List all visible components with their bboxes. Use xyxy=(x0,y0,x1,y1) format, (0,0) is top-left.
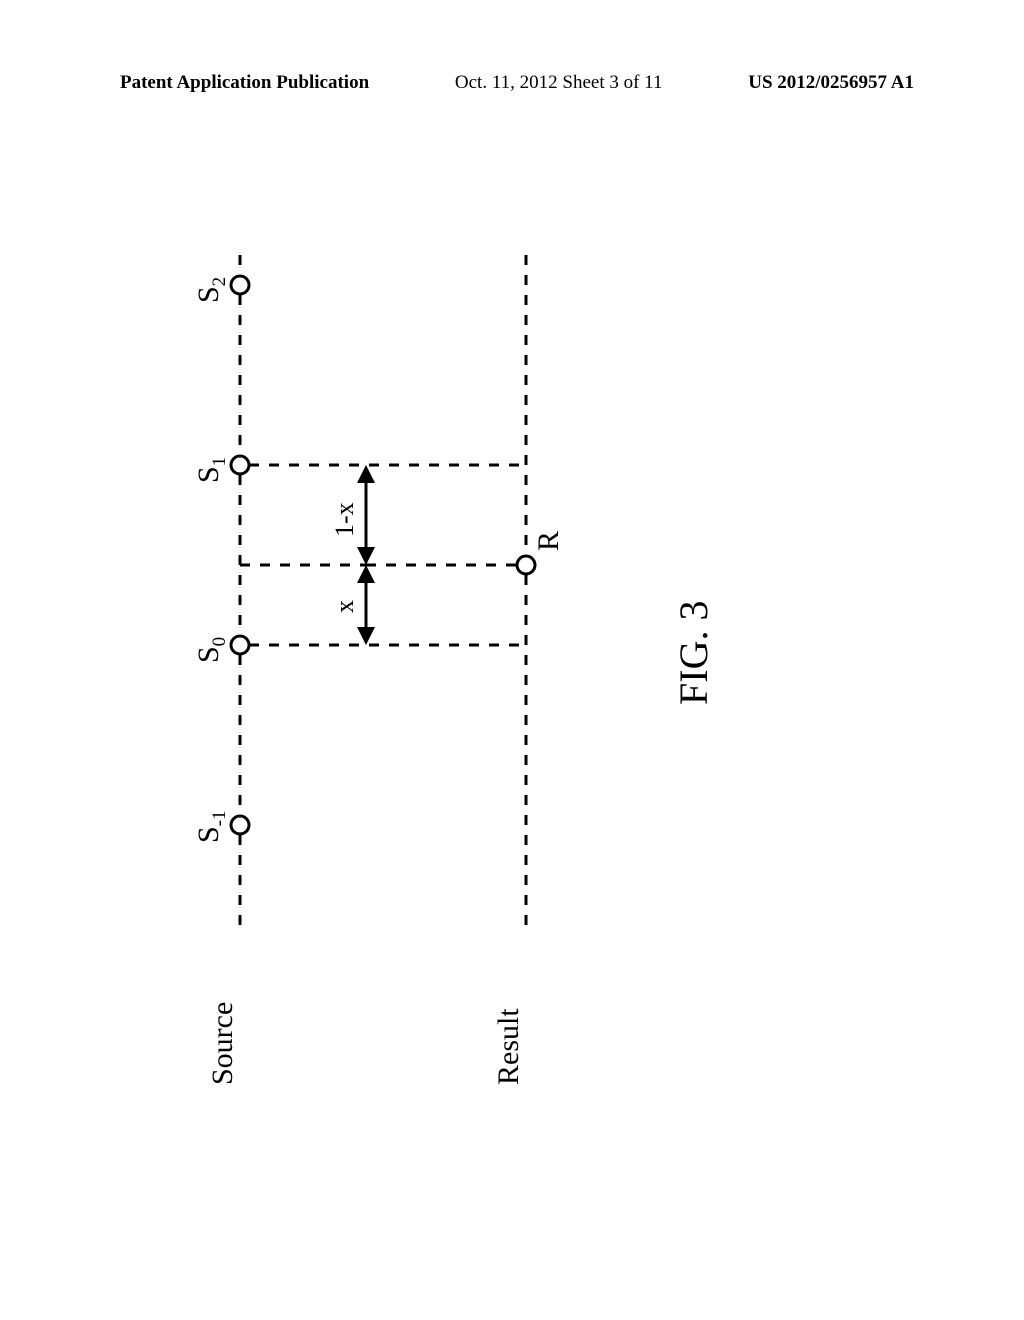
source-point-label: S2 xyxy=(192,277,231,303)
label-main: S xyxy=(192,286,225,303)
figure-area: Source Result FIG. 3 S-1S0S1S2x1-xR xyxy=(120,160,900,1110)
header-right: US 2012/0256957 A1 xyxy=(748,72,914,94)
one-minus-x-label: 1-x xyxy=(330,502,360,537)
label-main: S xyxy=(192,646,225,663)
figure-svg xyxy=(150,185,870,1085)
label-sub: 1 xyxy=(209,457,230,467)
label-sub: 0 xyxy=(209,637,230,647)
label-sub: -1 xyxy=(209,810,230,826)
label-sub: 2 xyxy=(209,277,230,287)
label-main: S xyxy=(192,826,225,843)
result-row-label: Result xyxy=(492,1008,526,1085)
source-row-label: Source xyxy=(206,1002,240,1085)
header-left: Patent Application Publication xyxy=(120,72,369,94)
result-point-label: R xyxy=(532,531,566,551)
source-point-label: S0 xyxy=(192,637,231,663)
x-label: x xyxy=(330,600,360,613)
figure-rotated-container: Source Result FIG. 3 S-1S0S1S2x1-xR xyxy=(150,185,870,1085)
source-point-label: S1 xyxy=(192,457,231,483)
label-main: S xyxy=(192,466,225,483)
header-mid: Oct. 11, 2012 Sheet 3 of 11 xyxy=(455,72,663,94)
source-point-label: S-1 xyxy=(192,810,231,843)
page-header: Patent Application Publication Oct. 11, … xyxy=(0,72,1024,94)
figure-caption: FIG. 3 xyxy=(670,601,717,705)
